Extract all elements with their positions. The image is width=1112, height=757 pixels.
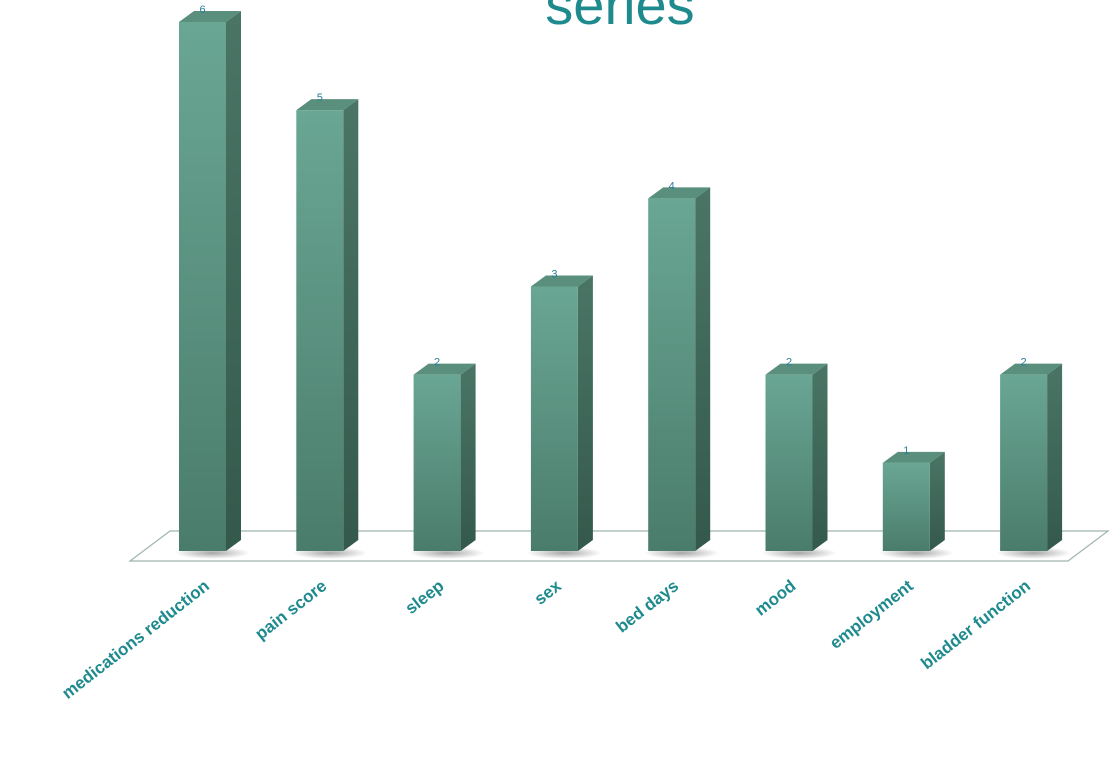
bar [409,363,485,559]
value-labels-group: 6 5 2 3 4 2 1 2 [199,4,1026,457]
bar-top [765,363,828,375]
bar-front [882,462,930,551]
bar-front [179,22,226,551]
bar-top [296,99,359,111]
bar [644,187,720,559]
chart-title: series [545,0,694,36]
category-label: pain score [252,576,331,643]
bar-front [765,374,813,551]
bar-front [296,110,344,552]
bar-value-label: 6 [199,4,205,16]
category-label: employment [826,576,917,653]
bar-top [882,451,945,463]
bar-value-label: 5 [317,92,323,104]
floor-plane [128,530,1110,562]
bar-front [1000,374,1048,551]
bar [878,451,954,559]
bar-top [179,11,241,22]
bar [175,11,250,559]
bar [996,363,1072,559]
bar-front [413,374,461,551]
bar-side [812,363,828,551]
bar [526,275,602,559]
bar-value-label: 1 [903,445,909,457]
bar-top [413,363,476,375]
bar-side [226,11,241,551]
bar-top [1000,363,1063,375]
category-label: mood [751,576,799,619]
bar [292,99,368,559]
bar-side [1047,363,1063,551]
bar-front [648,198,696,552]
bar-side [695,187,711,552]
bar-side [929,451,945,551]
category-label: bed days [612,576,682,636]
bar-value-label: 2 [786,357,792,369]
bar-value-label: 2 [434,357,440,369]
bars-group [175,11,1072,559]
category-labels-group: medications reduction pain score sleep sex b… [58,576,1034,703]
category-label: sex [531,576,565,609]
bar-top [648,187,711,199]
bar [761,363,837,559]
bar-value-label: 2 [1021,357,1027,369]
category-label: medications reduction [58,576,213,703]
bar-side [343,99,359,552]
bar-front [530,286,578,551]
bar-side [577,275,593,551]
bar-value-label: 3 [551,269,557,281]
bar-value-label: 4 [669,180,675,192]
category-label: bladder function [917,576,1034,673]
bar-top [530,275,593,287]
category-label: sleep [402,576,448,618]
bar-side [460,363,476,551]
